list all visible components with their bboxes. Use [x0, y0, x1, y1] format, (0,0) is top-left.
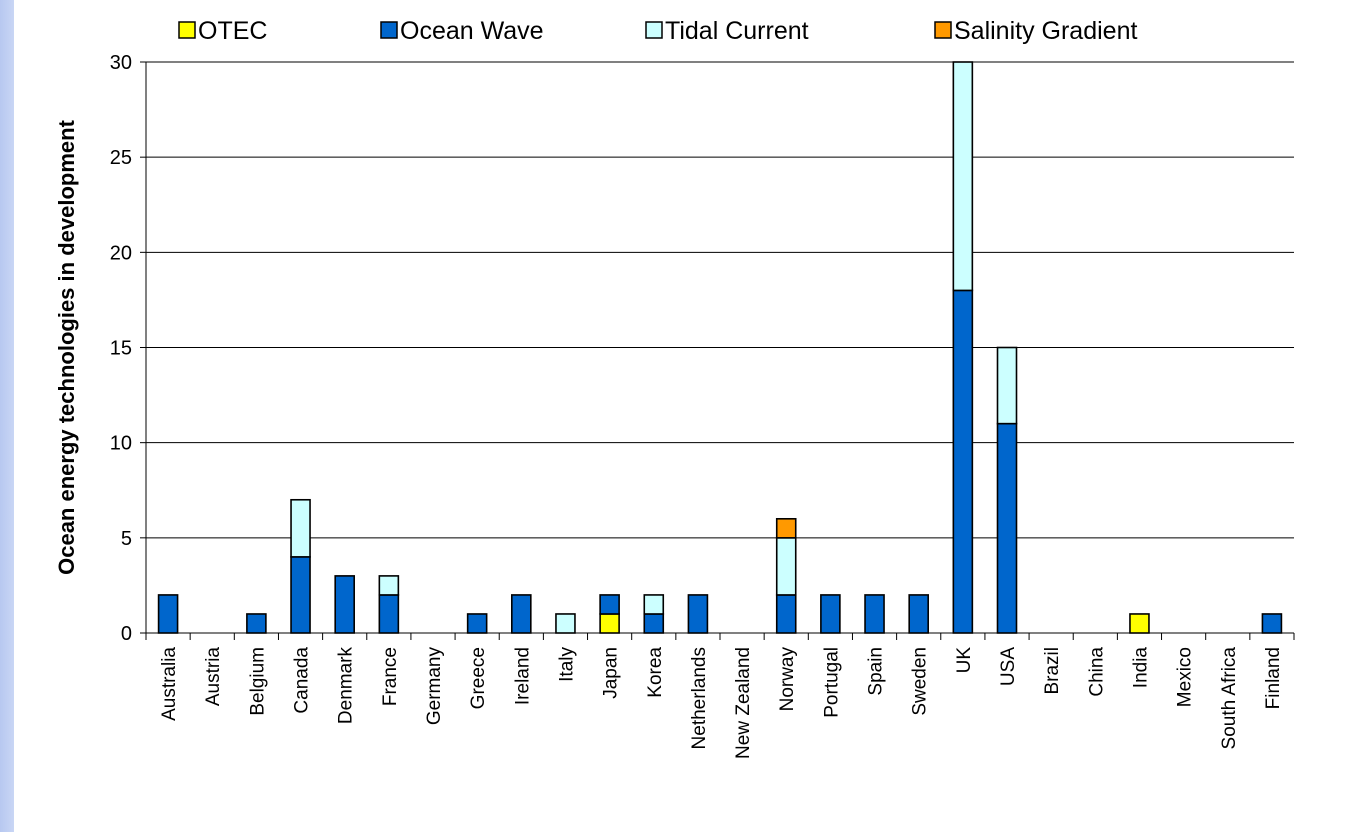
- bar-segment: [290, 498, 311, 558]
- bar-segment: [246, 613, 267, 634]
- x-tick-label: South Africa: [1219, 647, 1240, 750]
- bar-segment: [378, 594, 400, 634]
- x-tick-label: Norway: [777, 647, 798, 712]
- bar-segment: [775, 517, 797, 539]
- bar-segment: [643, 613, 665, 634]
- x-tick-label: Australia: [159, 647, 180, 721]
- stacked-bar-chart: 0 5 10 15 20 25 30 Australia Austria Belgium Canad…: [54, 17, 1295, 759]
- bar-segment: [996, 346, 1018, 425]
- y-tick-label: 15: [110, 338, 132, 360]
- x-tick-label: Belgium: [247, 647, 268, 716]
- legend-label: Tidal Current: [665, 17, 809, 45]
- x-tick-label: Brazil: [1042, 647, 1063, 695]
- x-tick-label: USA: [998, 647, 1019, 686]
- x-tick-label: Mexico: [1175, 647, 1196, 707]
- y-tick-label: 30: [110, 52, 132, 74]
- bars: [157, 61, 1283, 634]
- bar-segment: [1261, 613, 1283, 634]
- bar-segment: [511, 594, 532, 634]
- gridlines: [146, 61, 1294, 539]
- x-tick-label: China: [1086, 647, 1107, 697]
- bar-segment: [378, 575, 400, 596]
- legend: OTEC Ocean Wave Tidal Current Salinity Grad…: [178, 17, 1137, 45]
- legend-label: Salinity Gradient: [954, 17, 1137, 45]
- bar-segment: [157, 594, 179, 634]
- legend-swatch: [934, 21, 952, 39]
- x-tick-label: Denmark: [336, 647, 357, 725]
- x-tick-label: Canada: [292, 647, 313, 714]
- bar-segment: [555, 613, 576, 634]
- x-tick-label: Sweden: [910, 647, 931, 716]
- x-tick-label: France: [380, 647, 401, 706]
- bar-segment: [775, 537, 797, 596]
- x-tick-label: Italy: [556, 647, 577, 682]
- legend-swatch: [380, 21, 398, 39]
- bar-segment: [952, 61, 974, 292]
- x-tick-label: Ireland: [512, 647, 533, 705]
- bar-segment: [908, 594, 929, 634]
- x-tick-label: Portugal: [821, 647, 842, 718]
- tick-labels: 0 5 10 15 20 25 30 Australia Austria Belgium Canad…: [110, 52, 1284, 759]
- x-tick-label: Greece: [468, 647, 489, 709]
- x-tick-label: Finland: [1263, 647, 1284, 709]
- x-tick-label: Netherlands: [689, 647, 710, 749]
- y-tick-label: 5: [121, 528, 132, 550]
- bar-segment: [820, 594, 841, 634]
- bar-segment: [599, 594, 620, 615]
- bar-segment: [1129, 613, 1150, 634]
- axes: [140, 61, 1295, 640]
- bar-segment: [466, 613, 488, 634]
- x-tick-label: Spain: [866, 647, 887, 696]
- bar-segment: [864, 594, 885, 634]
- x-tick-label: New Zealand: [733, 647, 754, 759]
- legend-swatch: [178, 21, 196, 39]
- legend-label: OTEC: [198, 17, 267, 45]
- bar-segment: [687, 594, 709, 634]
- y-tick-label: 10: [110, 433, 132, 455]
- x-tick-label: UK: [954, 647, 975, 674]
- x-tick-label: Austria: [203, 647, 224, 707]
- bar-segment: [599, 613, 620, 634]
- x-tick-label: Japan: [601, 647, 622, 699]
- x-tick-label: Germany: [424, 647, 445, 726]
- y-tick-label: 20: [110, 242, 132, 264]
- bar-segment: [952, 289, 974, 634]
- y-tick-label: 0: [121, 623, 132, 645]
- x-tick-label: Korea: [645, 647, 666, 698]
- bar-segment: [775, 594, 797, 634]
- legend-swatch: [645, 21, 663, 39]
- x-tick-label: India: [1130, 647, 1151, 689]
- bar-segment: [996, 422, 1018, 634]
- y-axis-label: Ocean energy technologies in development: [54, 119, 79, 574]
- bar-segment: [290, 556, 311, 634]
- bar-segment: [643, 594, 665, 615]
- legend-label: Ocean Wave: [400, 17, 544, 45]
- chart-area: 0 5 10 15 20 25 30 Australia Austria Belgium Canad…: [14, 0, 1366, 832]
- y-tick-label: 25: [110, 147, 132, 169]
- bar-segment: [334, 575, 355, 634]
